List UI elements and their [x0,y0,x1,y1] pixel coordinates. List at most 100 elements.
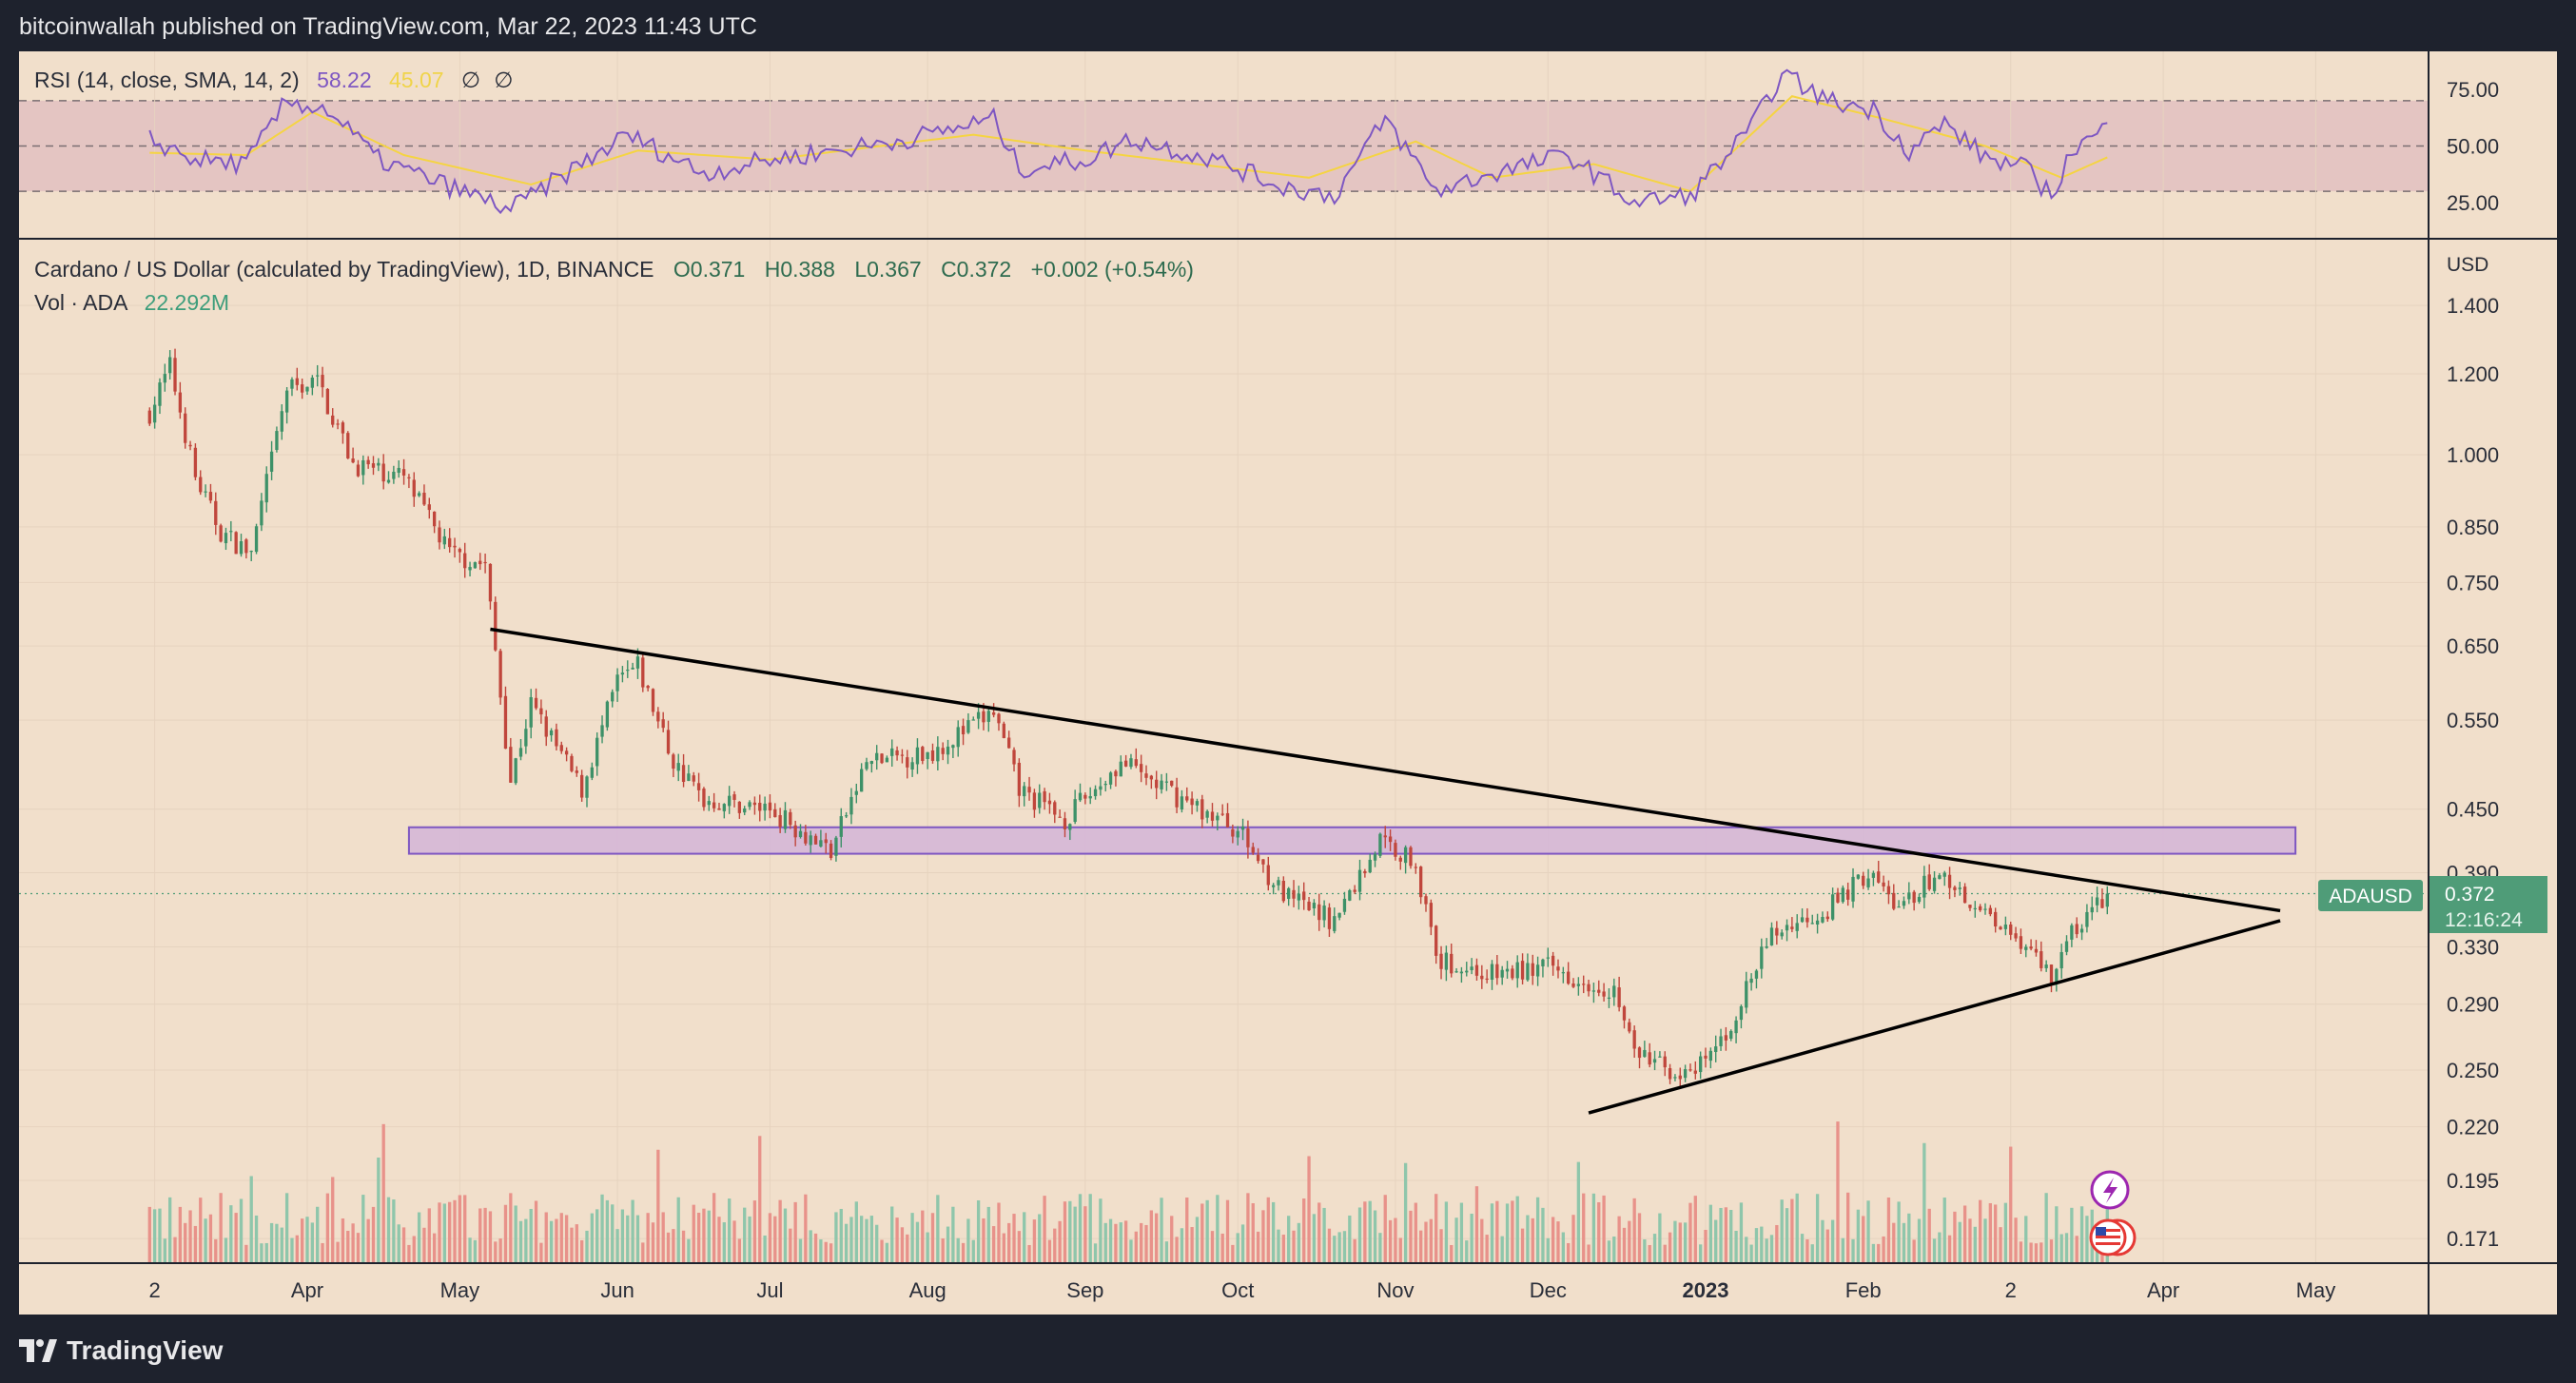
volume-bar [1708,1204,1713,1262]
candle-body [1200,799,1204,820]
volume-bar [158,1208,162,1262]
zone-rectangle [407,826,2297,855]
tradingview-logo[interactable]: TradingView [19,1334,223,1368]
candle-body [1541,959,1545,966]
volume-legend[interactable]: Vol · ADA 22.292M [34,290,229,315]
candle-body [1551,955,1555,966]
price-tick-label: 0.195 [2447,1169,2499,1193]
volume-bar [564,1215,569,1262]
volume-bar [1490,1203,1494,1262]
volume-bar [885,1242,889,1262]
candle-body [1567,971,1571,984]
candle-body [509,747,513,783]
candle-body [656,711,660,722]
volume-bar [605,1199,610,1262]
volume-bar [1800,1234,1805,1262]
volume-bar [1185,1197,1189,1262]
candle-body [839,816,843,837]
candle-body [1363,870,1367,874]
volume-bar [488,1211,493,1262]
symbol-badge[interactable] [2318,880,2423,911]
candle-body [1317,904,1321,921]
price-legend[interactable]: Cardano / US Dollar (calculated by Tradi… [34,257,1194,282]
candle-body [1652,1059,1657,1063]
volume-bar [793,1201,797,1262]
time-tick-label: Apr [2147,1278,2179,1302]
volume-bar [2055,1206,2059,1262]
tradingview-icon [19,1339,57,1362]
volume-bar [615,1229,619,1262]
volume-bar [982,1217,986,1262]
last-price-badge[interactable] [2430,876,2547,933]
candle-body [1333,916,1337,931]
candle-body [1164,781,1169,783]
volume-bar [1815,1194,1820,1262]
candle-body [1708,1050,1713,1062]
candle-body [732,794,736,800]
candle-body [1932,877,1937,891]
volume-bar [1108,1218,1113,1262]
candle-body [921,747,925,761]
volume-bar [956,1237,960,1262]
rsi-lines [148,68,2108,215]
candle-body [1418,867,1423,898]
volume-bar [1414,1202,1417,1262]
candle-body [575,770,578,773]
time-axis-pane[interactable] [19,1264,2428,1315]
candle-body [1251,847,1255,853]
candle-body [1912,891,1916,904]
candle-body [219,525,223,542]
volume-bar [152,1209,157,1262]
volume-bar [743,1207,747,1262]
candle-body [1047,800,1052,805]
price-pane[interactable] [19,240,2428,1262]
candle-body [1225,812,1230,828]
candle-body [783,809,788,829]
volume-bar [1418,1230,1423,1262]
candle-body [458,549,462,553]
candle-body [1917,896,1922,903]
rsi-axis-pane[interactable] [2430,51,2557,238]
volume-bar [208,1214,213,1262]
volume-bar [1953,1211,1957,1262]
volume-bar [1643,1239,1647,1262]
volume-bar [1337,1232,1341,1262]
candle-body [152,404,157,423]
candle-body [1353,889,1356,892]
candle-body [966,720,970,733]
candle-body [611,692,615,702]
candle-body [1261,859,1265,865]
candle-body [1591,990,1596,992]
volume-bar [748,1216,751,1262]
price-axis-pane[interactable] [2430,240,2557,1262]
rsi-legend[interactable]: RSI (14, close, SMA, 14, 2) 58.22 45.07 … [34,68,513,92]
us-flag-icon[interactable] [2089,1218,2137,1256]
candle-body [351,458,355,463]
volume-bar [178,1206,183,1262]
volume-bar [1459,1202,1464,1262]
candle-body [412,479,416,497]
candle-body [1246,828,1250,847]
volume-bar [936,1195,940,1262]
candle-body [1637,1047,1642,1059]
candle-body [300,384,304,393]
volume-bar [2039,1242,2043,1262]
volume-bar [1317,1202,1321,1262]
trendlines[interactable] [490,627,2281,1115]
volume-bar [427,1208,431,1262]
horizontal-zone[interactable] [407,826,2297,855]
lightning-icon[interactable] [2090,1170,2130,1210]
rsi-sma-line [149,94,2108,193]
candle-body [890,748,894,756]
candle-body [1099,786,1103,790]
volume-bar [1724,1207,1728,1262]
time-tick-label: Jul [756,1278,783,1302]
volume-bar [1704,1229,1708,1262]
candle-body [2075,924,2078,935]
candle-body [696,783,701,790]
candle-body [2100,899,2104,908]
volume-bar [966,1218,970,1262]
candle-body [158,382,162,406]
volume-bar [2064,1233,2069,1262]
